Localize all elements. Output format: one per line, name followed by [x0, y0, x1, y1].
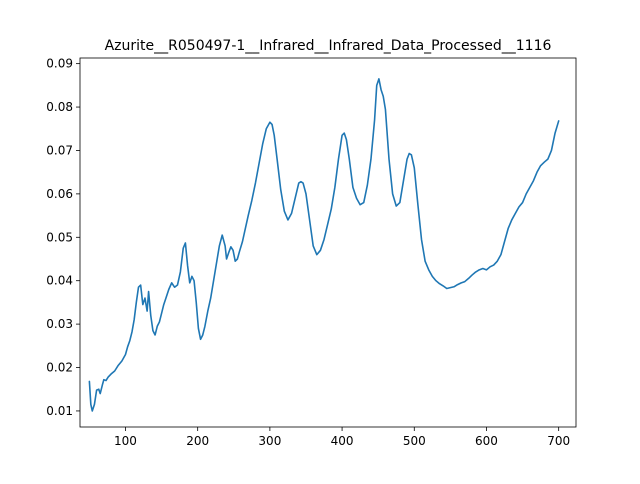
series-line	[88, 78, 560, 412]
x-tick-label: 400	[331, 434, 354, 448]
y-axis: 0.01 0.02 0.03 0.04 0.05 0.06 0.07 0.08 0.09	[46, 57, 80, 418]
y-tick-label: 0.08	[46, 100, 73, 114]
x-tick-label: 200	[186, 434, 209, 448]
y-tick-label: 0.09	[46, 57, 73, 71]
y-tick-label: 0.07	[46, 143, 73, 157]
y-tick-label: 0.03	[46, 317, 73, 331]
chart-title: Azurite__R050497-1__Infrared__Infrared_D…	[105, 38, 552, 54]
x-tick-label: 700	[547, 434, 570, 448]
y-tick-label: 0.06	[46, 187, 73, 201]
x-tick-label: 600	[475, 434, 498, 448]
y-tick-label: 0.01	[46, 404, 73, 418]
plot-area	[88, 78, 560, 412]
y-tick-label: 0.04	[46, 274, 73, 288]
y-tick-label: 0.05	[46, 230, 73, 244]
x-tick-label: 100	[114, 434, 137, 448]
x-tick-label: 500	[403, 434, 426, 448]
x-axis: 100 200 300 400 500 600 700	[114, 427, 570, 448]
axes-frame	[79, 57, 577, 428]
x-tick-label: 300	[258, 434, 281, 448]
y-tick-label: 0.02	[46, 361, 73, 375]
